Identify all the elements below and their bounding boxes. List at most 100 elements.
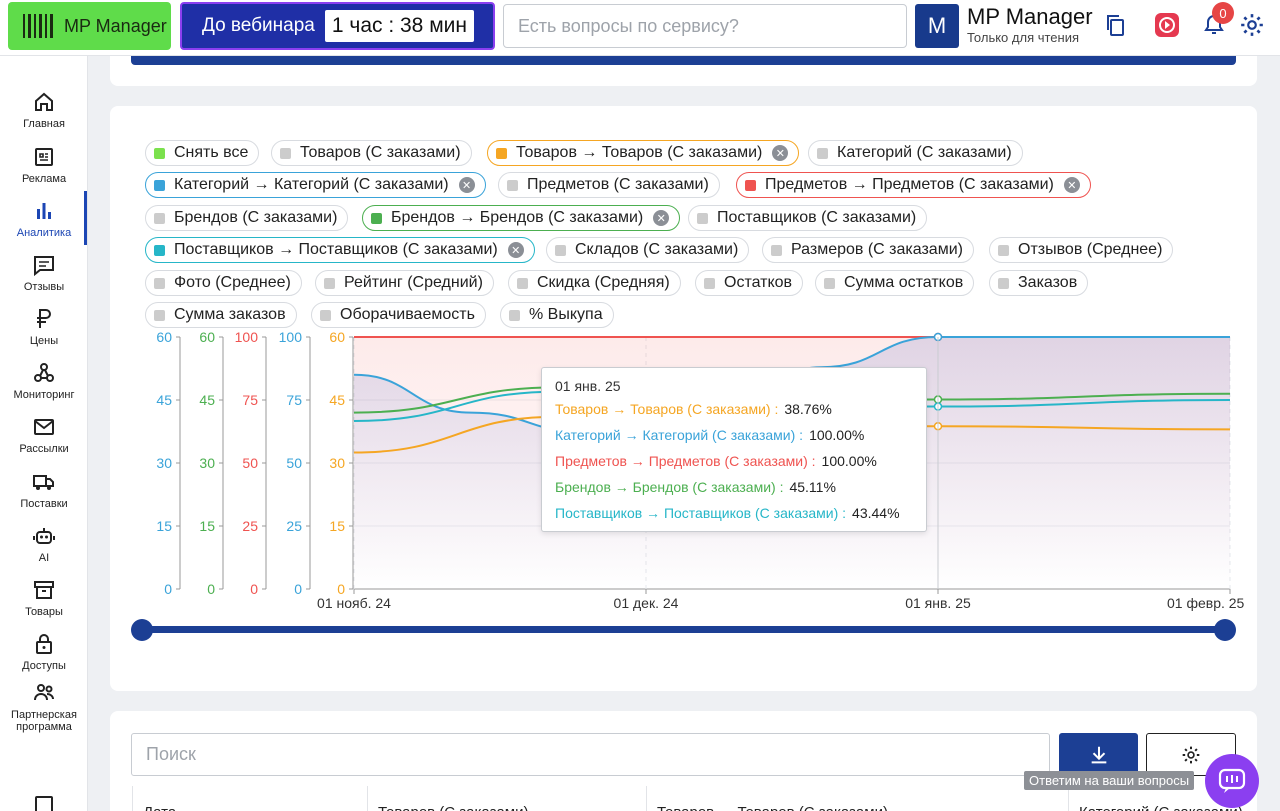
sidebar-item-label: Товары	[25, 606, 63, 618]
chip-label: Товаров (С заказами)	[300, 144, 461, 161]
sidebar-item-5[interactable]: Цены	[0, 307, 88, 347]
chip-remove-icon[interactable]: ✕	[458, 177, 475, 193]
sidebar-item-3[interactable]: Аналитика	[0, 199, 88, 239]
video-play-icon[interactable]	[1152, 10, 1182, 40]
range-handle-right[interactable]	[1214, 619, 1236, 641]
chip-color-swatch	[704, 277, 715, 289]
chip-label: Предметов (С заказами)	[527, 176, 709, 193]
chip-remove-icon[interactable]: ✕	[653, 210, 670, 226]
chip-color-swatch	[817, 147, 828, 159]
logo-button[interactable]: MP Manager	[8, 2, 171, 50]
series-chip[interactable]: Предметов (С заказами)	[498, 172, 720, 198]
series-chip[interactable]: Поставщиков → Поставщиков (С заказами) ✕	[145, 237, 535, 263]
tooltip-row: Категорий → Категорий (С заказами) : 100.…	[555, 427, 864, 443]
webinar-countdown[interactable]: До вебинара 1 час : 38 мин	[180, 2, 495, 50]
chip-remove-icon[interactable]: ✕	[772, 145, 789, 161]
series-chip[interactable]: Размеров (С заказами)	[762, 237, 974, 263]
user-role: Только для чтения	[967, 30, 1080, 45]
chip-color-swatch	[280, 147, 291, 159]
series-chip[interactable]: Фото (Среднее)	[145, 270, 302, 296]
table-column-header[interactable]: Дата	[132, 786, 368, 811]
chip-label: Брендов (С заказами)	[174, 209, 338, 226]
chip-color-swatch	[154, 212, 165, 224]
copy-icon[interactable]	[1101, 10, 1131, 40]
sidebar-item-10[interactable]: Товары	[0, 578, 88, 618]
series-chip[interactable]: Товаров (С заказами)	[271, 140, 472, 166]
chip-color-swatch	[507, 179, 518, 191]
series-chip[interactable]: Сумма заказов	[145, 302, 297, 328]
sidebar-item-label: Поставки	[20, 498, 68, 510]
series-chip[interactable]: Складов (С заказами)	[546, 237, 750, 263]
sidebar-item-8[interactable]: Поставки	[0, 470, 88, 510]
download-button[interactable]	[1059, 733, 1138, 776]
chip-color-swatch	[517, 277, 528, 289]
chart-tooltip: 01 янв. 25 Товаров → Товаров (С заказами…	[541, 367, 927, 532]
series-chip[interactable]: Предметов → Предметов (С заказами) ✕	[736, 172, 1091, 198]
sidebar-item-6[interactable]: Мониторинг	[0, 361, 88, 401]
truck-icon	[33, 475, 54, 490]
series-chip[interactable]: Поставщиков (С заказами)	[688, 205, 928, 231]
tooltip-series-name: Предметов → Предметов (С заказами) :	[555, 453, 816, 469]
series-chip[interactable]: Категорий → Категорий (С заказами) ✕	[145, 172, 486, 198]
help-tooltip: Ответим на ваши вопросы	[1024, 771, 1195, 790]
reviews-icon	[34, 256, 54, 277]
range-handle-left[interactable]	[131, 619, 153, 641]
chat-button[interactable]	[1205, 754, 1259, 808]
sidebar-item-7[interactable]: Рассылки	[0, 415, 88, 455]
gear-icon[interactable]	[1237, 10, 1267, 40]
chip-label: Товаров → Товаров (С заказами)	[516, 144, 763, 161]
table-column-header[interactable]: Товаров (С заказами)	[367, 786, 647, 811]
tooltip-value: 38.76%	[784, 401, 832, 417]
series-chip[interactable]: Оборачиваемость	[311, 302, 486, 328]
sidebar-item-9[interactable]: AI	[0, 524, 88, 564]
series-chip[interactable]: Брендов (С заказами)	[145, 205, 349, 231]
webinar-timer: 1 час : 38 мин	[324, 10, 474, 42]
series-chip[interactable]: Отзывов (Среднее)	[989, 237, 1174, 263]
sidebar-item-12[interactable]: Партнерская программа	[0, 681, 88, 733]
chip-label: Оборачиваемость	[340, 306, 475, 323]
tooltip-series-name: Поставщиков → Поставщиков (С заказами) :	[555, 505, 847, 521]
sidebar-item-1[interactable]: Главная	[0, 90, 88, 130]
ads-icon	[35, 148, 53, 166]
sidebar-item-2[interactable]: Реклама	[0, 145, 88, 185]
chip-label: Брендов → Брендов (С заказами)	[391, 209, 644, 226]
chip-remove-icon[interactable]: ✕	[1063, 177, 1080, 193]
tooltip-row: Товаров → Товаров (С заказами) : 38.76%	[555, 401, 832, 417]
series-chip[interactable]: % Выкупа	[500, 302, 614, 328]
sidebar-item-4[interactable]: Отзывы	[0, 253, 88, 293]
series-chip[interactable]: Рейтинг (Средний)	[315, 270, 494, 296]
chip-color-swatch	[771, 244, 782, 256]
chip-color-swatch	[745, 179, 756, 191]
table-search-input[interactable]: Поиск	[131, 733, 1050, 776]
table-settings-button[interactable]	[1146, 733, 1236, 776]
chip-color-swatch	[320, 309, 331, 321]
sidebar-item-more[interactable]	[0, 793, 88, 811]
chip-color-swatch	[998, 244, 1009, 256]
chip-color-swatch	[154, 244, 165, 256]
series-chip[interactable]: Сумма остатков	[815, 270, 975, 296]
series-chip[interactable]: Категорий (С заказами)	[808, 140, 1023, 166]
table-column-header[interactable]: Товаров → Товаров (С заказами)	[646, 786, 1068, 811]
series-chip[interactable]: Брендов → Брендов (С заказами) ✕	[362, 205, 681, 231]
series-chip[interactable]: Скидка (Средняя)	[508, 270, 681, 296]
series-chip[interactable]: Снять все	[145, 140, 260, 166]
chip-remove-icon[interactable]: ✕	[507, 242, 524, 258]
sidebar-item-label: Мониторинг	[13, 389, 75, 401]
avatar[interactable]: M	[915, 4, 959, 48]
series-chip[interactable]: Товаров → Товаров (С заказами) ✕	[487, 140, 800, 166]
support-search-input[interactable]: Есть вопросы по сервису?	[503, 4, 907, 48]
tooltip-series-name: Товаров → Товаров (С заказами) :	[555, 401, 779, 417]
series-chip[interactable]: Остатков	[695, 270, 804, 296]
chip-color-swatch	[697, 212, 708, 224]
column-header-label: Товаров → Товаров (С заказами)	[657, 804, 888, 811]
date-range-slider[interactable]	[142, 626, 1225, 633]
tooltip-value: 100.00%	[821, 453, 877, 469]
table-column-header[interactable]: Категорий (С заказами)	[1068, 786, 1257, 811]
sidebar-item-11[interactable]: Доступы	[0, 632, 88, 672]
robot-icon	[33, 528, 55, 544]
home-icon	[35, 92, 53, 111]
chat-icon	[1218, 768, 1246, 793]
box-icon	[34, 581, 54, 599]
chip-label: Сумма остатков	[844, 274, 964, 291]
series-chip[interactable]: Заказов	[989, 270, 1089, 296]
